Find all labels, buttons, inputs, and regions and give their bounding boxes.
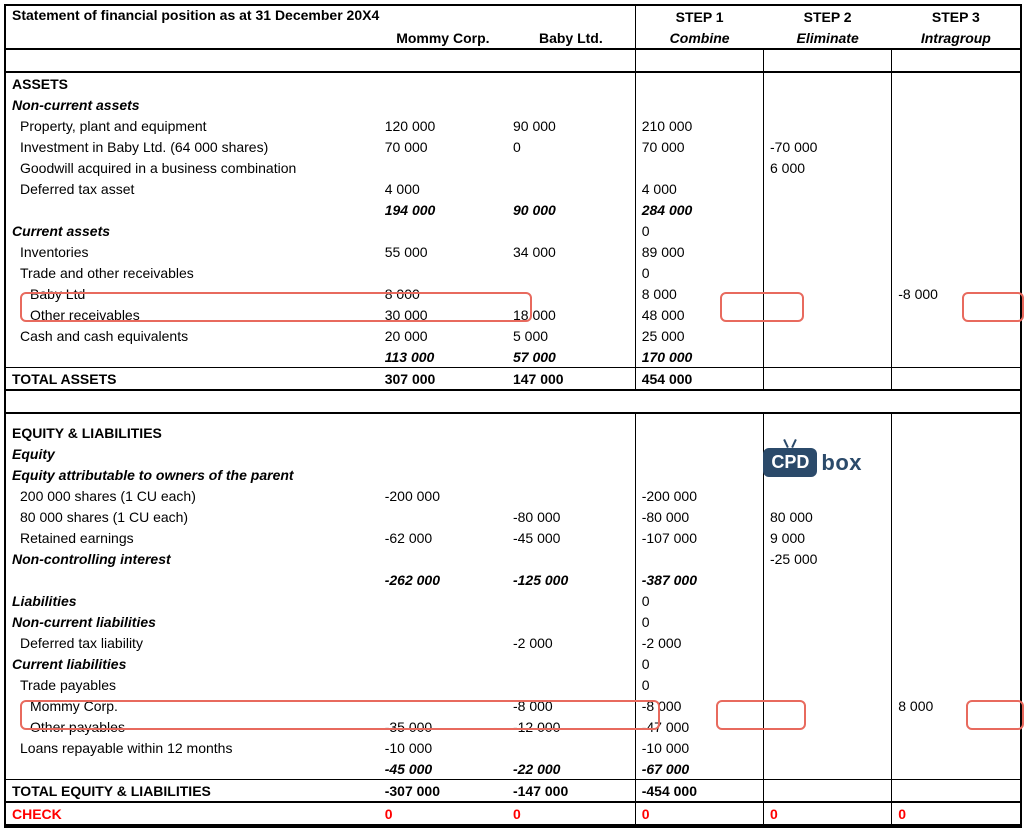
col-step1-top: STEP 1 [635, 6, 763, 27]
row-payable-mommy: Mommy Corp. -8 000 -8 000 8 000 [6, 695, 1020, 716]
section-cl: Current liabilities [6, 653, 379, 674]
row-equity-subtotal: -262 000 -125 000 -387 000 [6, 569, 1020, 590]
col-step2-top: STEP 2 [763, 6, 891, 27]
section-liabilities: Liabilities [6, 590, 379, 611]
row-ppe: Property, plant and equipment 120 000 90… [6, 115, 1020, 136]
row-trade-payables: Trade payables 0 [6, 674, 1020, 695]
row-investment-baby: Investment in Baby Ltd. (64 000 shares) … [6, 136, 1020, 157]
row-dtl: Deferred tax liability -2 000 -2 000 [6, 632, 1020, 653]
row-receivable-other: Other receivables 30 000 18 000 48 000 [6, 304, 1020, 325]
section-equity: Equity [6, 443, 379, 464]
row-loans: Loans repayable within 12 months -10 000… [6, 737, 1020, 758]
row-total-assets: TOTAL ASSETS 307 000 147 000 454 000 [6, 368, 1020, 391]
row-total-eql: TOTAL EQUITY & LIABILITIES -307 000 -147… [6, 780, 1020, 803]
row-nca-subtotal: 194 000 90 000 284 000 [6, 199, 1020, 220]
section-assets: ASSETS [6, 72, 379, 94]
row-nci: Non-controlling interest -25 000 [6, 548, 1020, 569]
col-step2-sub: Eliminate [763, 27, 891, 49]
statement-title: Statement of financial position as at 31… [6, 6, 379, 49]
col-mommy: Mommy Corp. [379, 27, 507, 49]
row-inventories: Inventories 55 000 34 000 89 000 [6, 241, 1020, 262]
row-payable-other: Other payables -35 000 -12 000 -47 000 [6, 716, 1020, 737]
row-goodwill: Goodwill acquired in a business combinat… [6, 157, 1020, 178]
section-equity-parent: Equity attributable to owners of the par… [6, 464, 379, 485]
row-dta: Deferred tax asset 4 000 4 000 [6, 178, 1020, 199]
row-cash: Cash and cash equivalents 20 000 5 000 2… [6, 325, 1020, 346]
row-ca-subtotal: 113 000 57 000 170 000 [6, 346, 1020, 368]
row-retained-earnings: Retained earnings -62 000 -45 000 -107 0… [6, 527, 1020, 548]
row-shares-200k: 200 000 shares (1 CU each) -200 000 -200… [6, 485, 1020, 506]
section-nca: Non-current assets [6, 94, 379, 115]
row-shares-80k: 80 000 shares (1 CU each) -80 000 -80 00… [6, 506, 1020, 527]
row-receivable-baby: Baby Ltd 8 000 8 000 -8 000 [6, 283, 1020, 304]
col-step3-sub: Intragroup [892, 27, 1020, 49]
row-check: CHECK 0 0 0 0 0 [6, 802, 1020, 825]
row-trade-receivables: Trade and other receivables 0 [6, 262, 1020, 283]
balance-sheet: Statement of financial position as at 31… [4, 4, 1022, 828]
col-step3-top: STEP 3 [892, 6, 1020, 27]
section-ncl: Non-current liabilities [6, 611, 379, 632]
section-ca: Current assets [6, 220, 379, 241]
section-eql: EQUITY & LIABILITIES [6, 422, 379, 443]
col-baby: Baby Ltd. [507, 27, 635, 49]
row-cl-subtotal: -45 000 -22 000 -67 000 [6, 758, 1020, 780]
financial-table: Statement of financial position as at 31… [6, 6, 1020, 826]
col-step1-sub: Combine [635, 27, 763, 49]
